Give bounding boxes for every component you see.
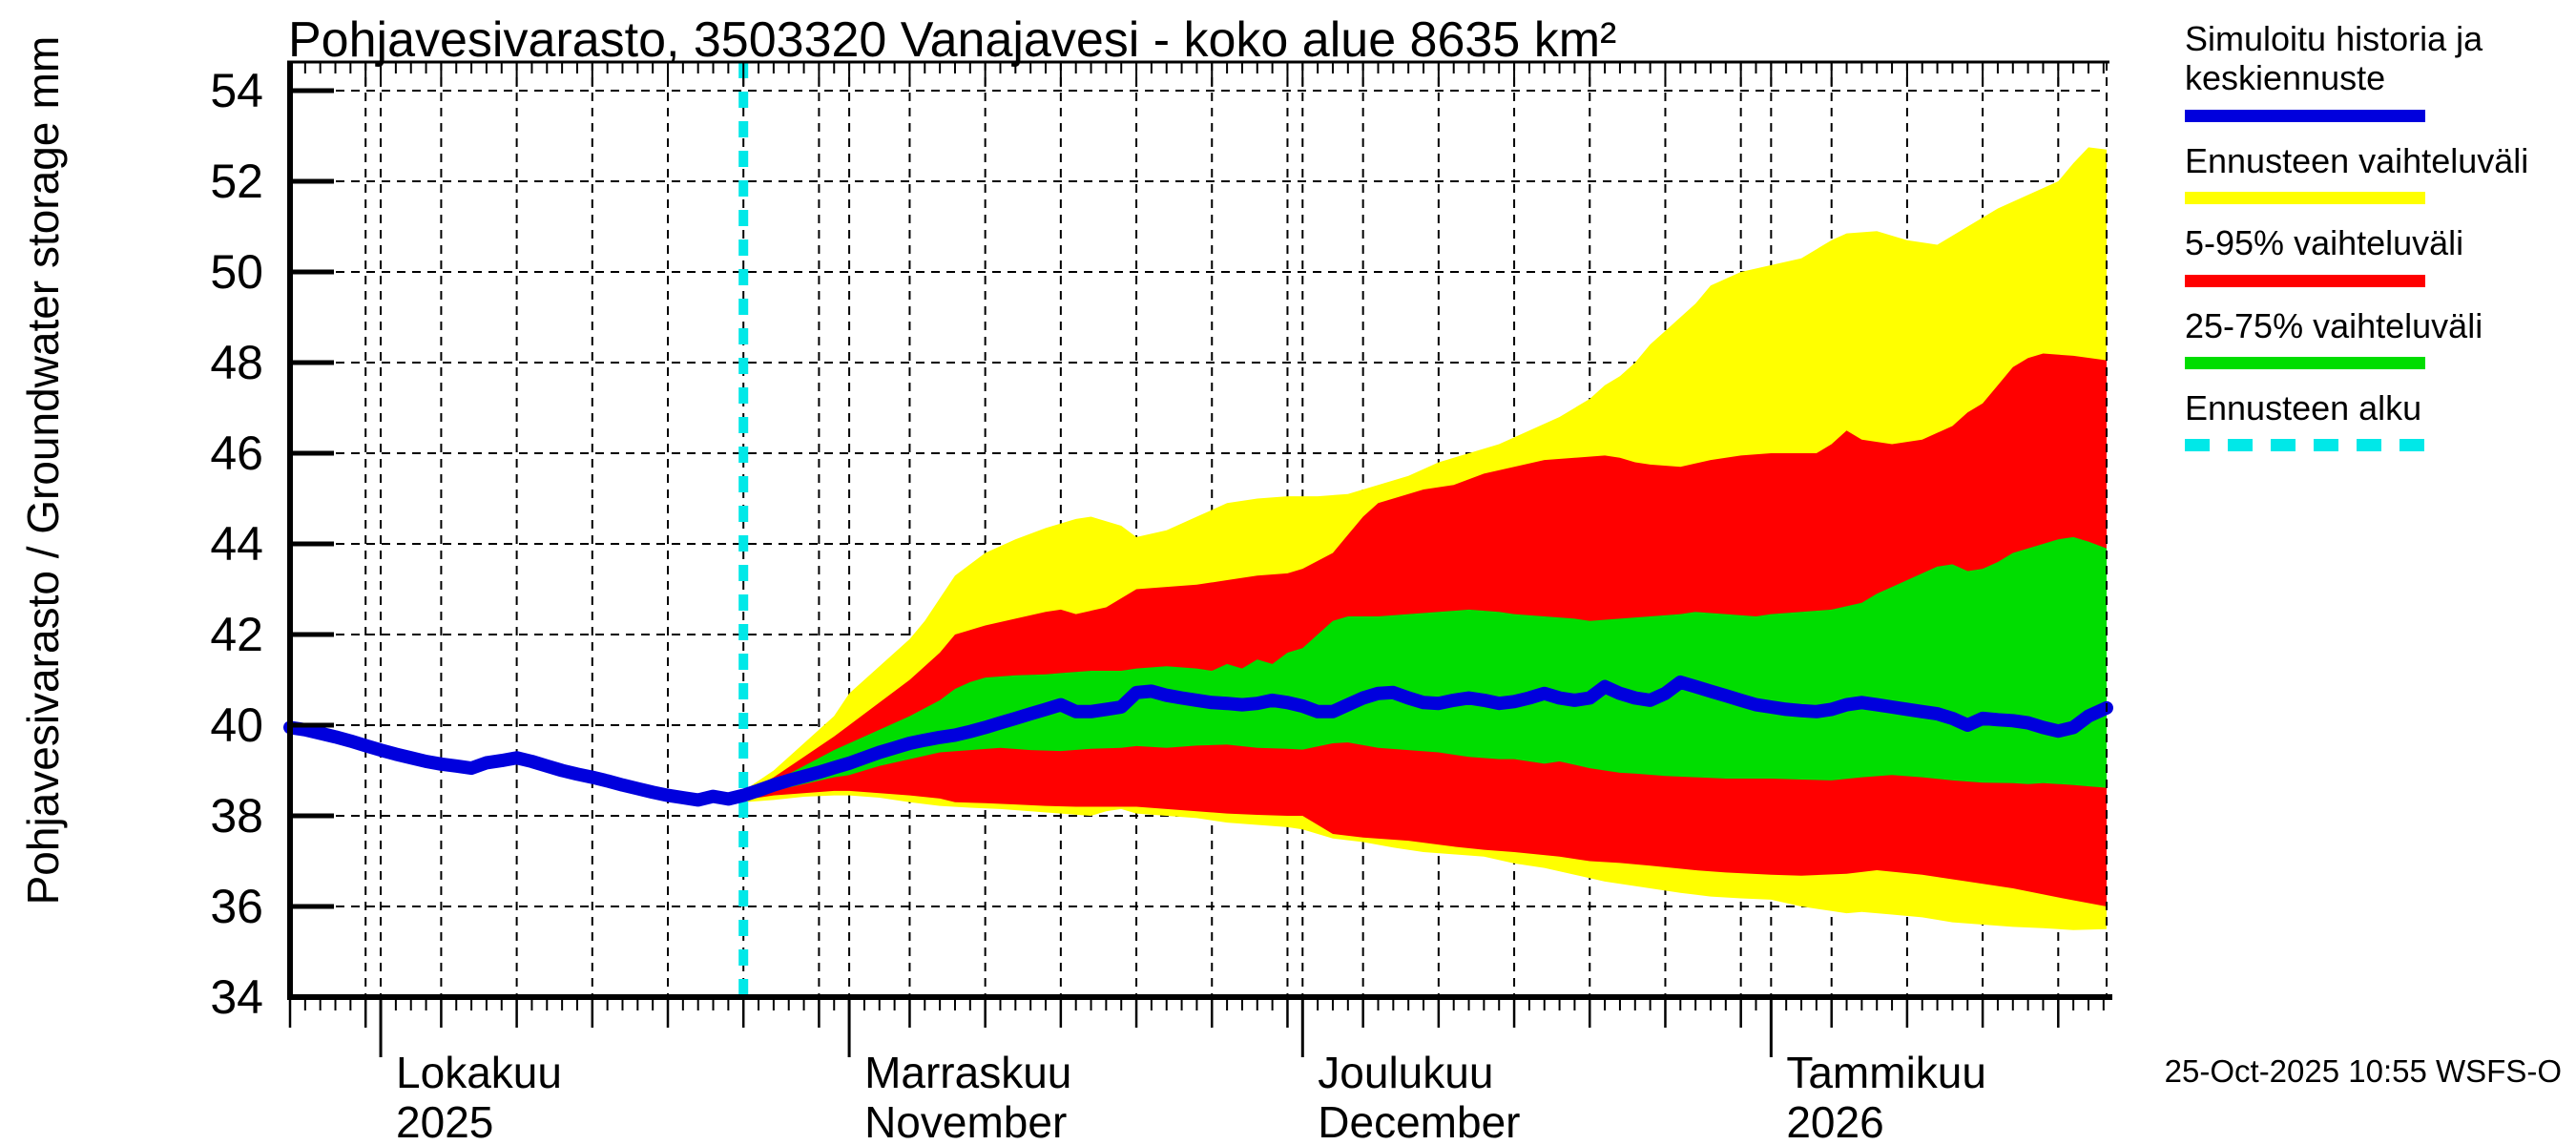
- y-tick-label: 46: [210, 427, 263, 480]
- legend-label: Simuloitu historia ja keskiennuste: [2185, 19, 2483, 98]
- y-tick-label: 44: [210, 517, 263, 571]
- y-axis-unit: mm: [18, 35, 68, 110]
- legend-item-25-75: 25-75% vaihteluväli: [2185, 306, 2566, 369]
- median-line-swatch: [2185, 109, 2425, 122]
- legend-item-forecast-start: Ennusteen alku: [2185, 387, 2566, 452]
- month-label-line2: 2025: [396, 1097, 493, 1145]
- p5-95-band-swatch: [2185, 274, 2425, 287]
- y-tick-label: 40: [210, 698, 263, 752]
- p25-75-band-swatch: [2185, 356, 2425, 369]
- y-axis-label: Pohjavesivarasto / Groundwater storage: [18, 121, 68, 906]
- y-tick-label: 52: [210, 155, 263, 208]
- legend-item-range: Ennusteen vaihteluväli: [2185, 140, 2566, 205]
- y-tick-label: 34: [210, 970, 263, 1024]
- legend: Simuloitu historia ja keskiennuste Ennus…: [2185, 19, 2566, 470]
- y-tick-label: 54: [210, 64, 263, 117]
- y-tick-label: 48: [210, 336, 263, 389]
- legend-item-median: Simuloitu historia ja keskiennuste: [2185, 19, 2566, 122]
- month-label: Marraskuu: [864, 1048, 1071, 1097]
- month-label-line2: 2026: [1786, 1097, 1883, 1145]
- y-tick-label: 36: [210, 880, 263, 933]
- range-band-swatch: [2185, 192, 2425, 205]
- legend-label: 5-95% vaihteluväli: [2185, 223, 2464, 263]
- chart-title: Pohjavesivarasto, 3503320 Vanajavesi - k…: [288, 12, 1617, 68]
- y-tick-label: 38: [210, 789, 263, 843]
- band-25_75_vaihteluvali: [743, 536, 2108, 798]
- month-label-line2: November: [864, 1097, 1067, 1145]
- month-label-line2: December: [1318, 1097, 1520, 1145]
- legend-item-5-95: 5-95% vaihteluväli: [2185, 223, 2566, 287]
- timestamp: 25-Oct-2025 10:55 WSFS-O: [2164, 1053, 2562, 1089]
- legend-label: 25-75% vaihteluväli: [2185, 305, 2483, 345]
- median-line: [283, 675, 2113, 807]
- legend-label: Ennusteen alku: [2185, 387, 2422, 427]
- y-tick-label: 50: [210, 245, 263, 299]
- month-label: Joulukuu: [1318, 1048, 1493, 1097]
- month-label: Lokakuu: [396, 1048, 562, 1097]
- forecast-start-dashed-swatch: [2185, 439, 2425, 452]
- legend-label: Ennusteen vaihteluväli: [2185, 140, 2529, 180]
- month-label: Tammikuu: [1786, 1048, 1986, 1097]
- y-tick-label: 42: [210, 608, 263, 661]
